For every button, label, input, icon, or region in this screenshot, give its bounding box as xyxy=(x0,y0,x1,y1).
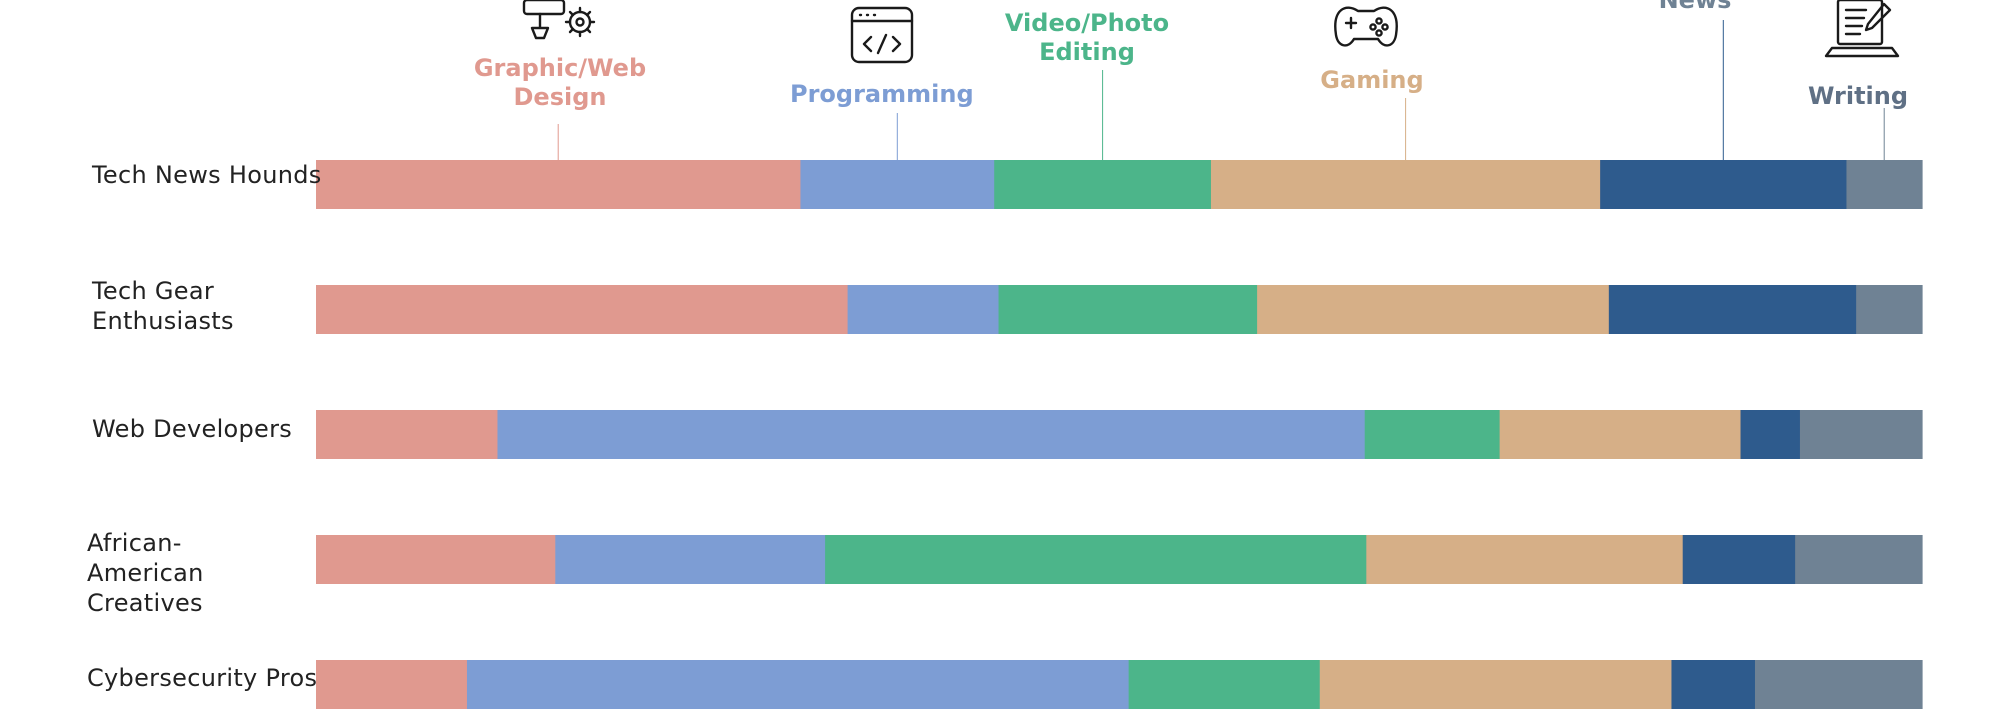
category-label-writing: Writing xyxy=(1807,82,1909,110)
category-label-graphic-web-design: Graphic/Web Design xyxy=(473,54,647,111)
code-window-icon xyxy=(850,6,914,64)
laptop-writing-icon xyxy=(1824,0,1900,58)
bar-segment-web-developers-writing xyxy=(1799,410,1923,459)
bar-segment-tech-gear-enthusiasts-gaming xyxy=(1257,285,1610,334)
category-label-programming: Programming xyxy=(790,80,974,108)
bar-segments xyxy=(316,160,1923,709)
bar-segment-tech-news-hounds-news xyxy=(1600,160,1848,209)
bar-segment-african-american-creatives-writing xyxy=(1795,535,1923,584)
bar-segment-cybersecurity-pros-graphic-web-design xyxy=(316,660,468,709)
bar-segment-tech-gear-enthusiasts-programming xyxy=(847,285,1000,334)
category-leader-lines xyxy=(557,20,1885,160)
bar-segment-tech-news-hounds-graphic-web-design xyxy=(316,160,802,209)
bar-segment-cybersecurity-pros-programming xyxy=(466,660,1130,709)
category-label-gaming: Gaming xyxy=(1320,66,1424,94)
bar-segment-tech-news-hounds-programming xyxy=(800,160,995,209)
design-icon xyxy=(522,0,596,40)
row-label-web-developers: Web Developers xyxy=(92,415,293,443)
row-label-tech-news-hounds: Tech News Hounds xyxy=(92,161,322,189)
bar-segment-african-american-creatives-video-photo-editing xyxy=(825,535,1367,584)
bar-segment-web-developers-video-photo-editing xyxy=(1364,410,1501,459)
category-label-news: News xyxy=(1658,0,1732,14)
bar-segment-web-developers-gaming xyxy=(1499,410,1742,459)
bar-segment-tech-news-hounds-video-photo-editing xyxy=(994,160,1212,209)
category-icons xyxy=(522,0,1900,64)
row-label-tech-gear-enthusiasts: Tech Gear Enthusiasts xyxy=(92,277,234,335)
bar-segment-cybersecurity-pros-video-photo-editing xyxy=(1128,660,1321,709)
bar-segment-web-developers-news xyxy=(1740,410,1801,459)
bar-segment-tech-gear-enthusiasts-graphic-web-design xyxy=(316,285,849,334)
bar-segment-tech-news-hounds-writing xyxy=(1846,160,1923,209)
bar-segment-african-american-creatives-programming xyxy=(555,535,826,584)
bar-segment-cybersecurity-pros-news xyxy=(1671,660,1756,709)
bar-segment-cybersecurity-pros-writing xyxy=(1754,660,1923,709)
bar-segment-african-american-creatives-gaming xyxy=(1366,535,1684,584)
bar-segment-tech-gear-enthusiasts-news xyxy=(1608,285,1857,334)
bar-segment-tech-gear-enthusiasts-writing xyxy=(1856,285,1923,334)
bar-segment-african-american-creatives-graphic-web-design xyxy=(316,535,556,584)
gamepad-icon xyxy=(1334,6,1398,47)
row-label-cybersecurity-pros: Cybersecurity Pros xyxy=(87,664,318,692)
bar-segment-tech-gear-enthusiasts-video-photo-editing xyxy=(998,285,1258,334)
category-label-video-photo-editing: Video/Photo Editing xyxy=(1004,9,1170,66)
bar-segment-african-american-creatives-news xyxy=(1682,535,1796,584)
bar-segment-cybersecurity-pros-gaming xyxy=(1319,660,1673,709)
row-label-african-american-creatives: African-American Creatives xyxy=(87,529,204,617)
bar-segment-web-developers-programming xyxy=(497,410,1366,459)
bar-segment-web-developers-graphic-web-design xyxy=(316,410,499,459)
bar-segment-tech-news-hounds-gaming xyxy=(1210,160,1601,209)
